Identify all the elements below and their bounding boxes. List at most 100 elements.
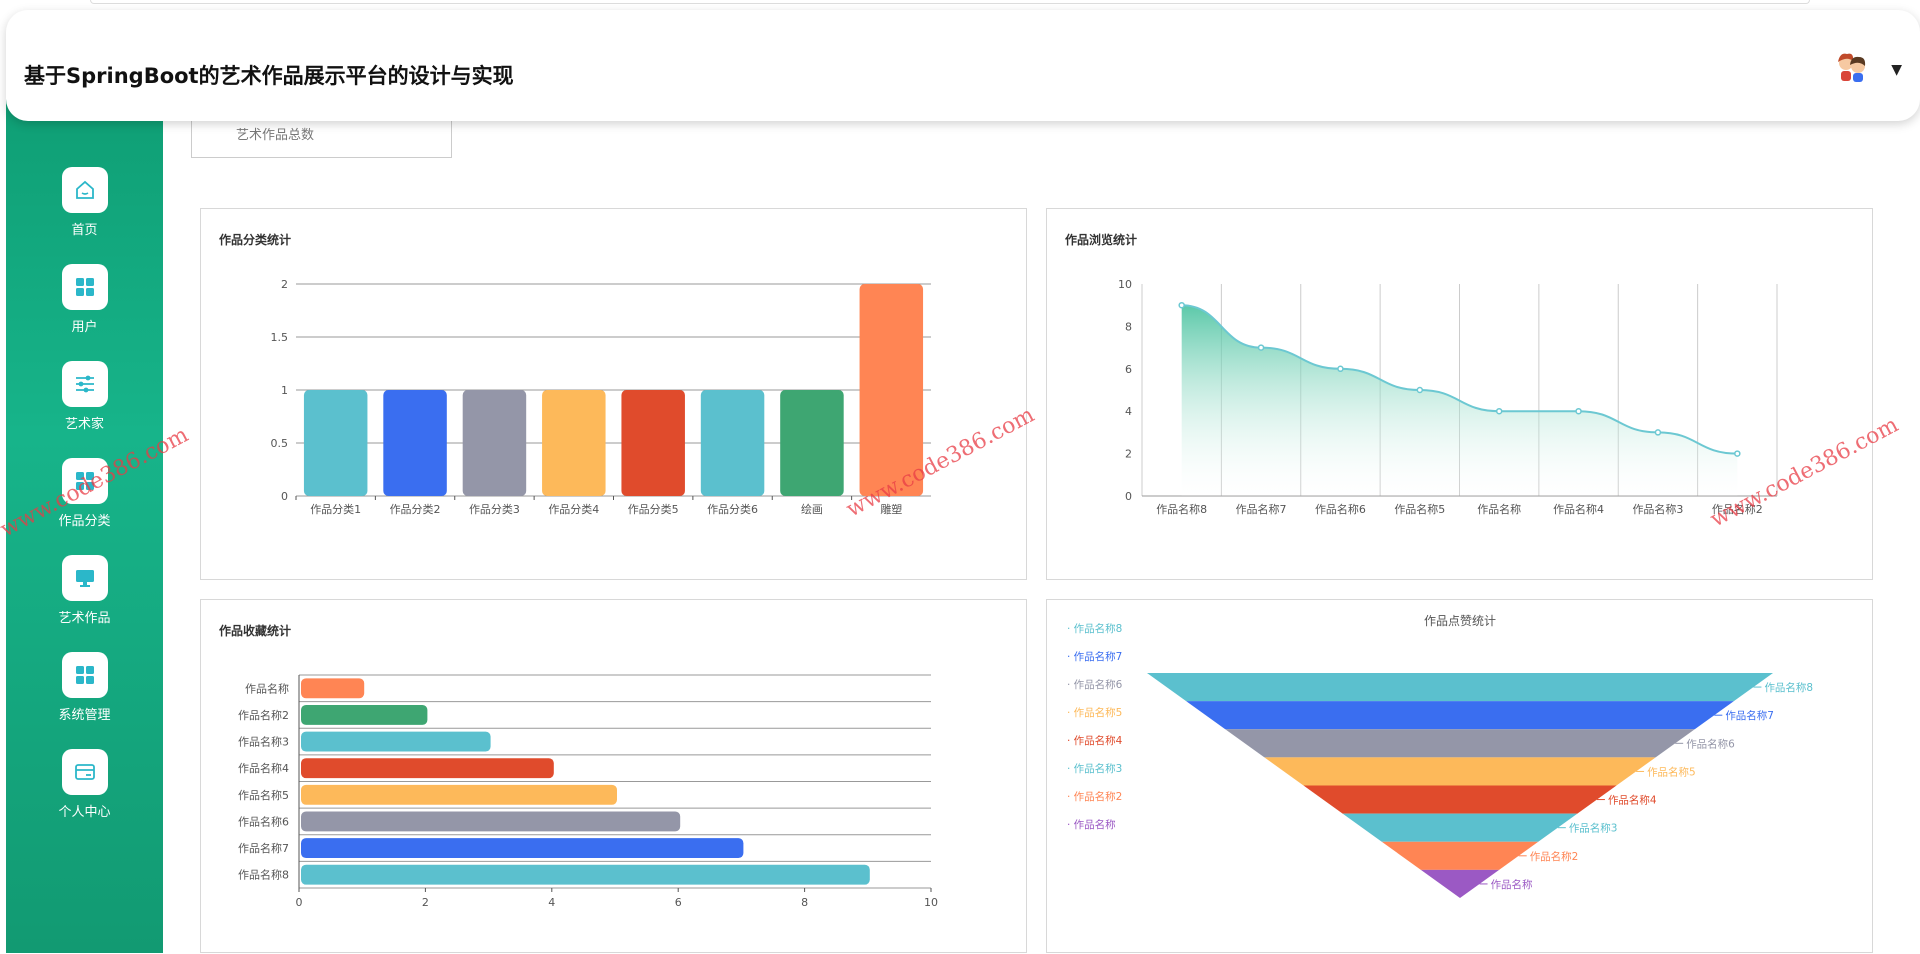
bar: [621, 390, 685, 496]
y-tick-label: 作品名称4: [238, 761, 289, 775]
y-tick-label: 10: [1118, 278, 1132, 291]
y-tick-label: 0.5: [271, 437, 289, 450]
x-tick-label: 作品分类6: [707, 502, 758, 516]
y-tick-label: 2: [281, 278, 288, 291]
monitor-icon: [61, 555, 108, 601]
y-tick-label: 0: [281, 490, 288, 503]
category-bar-chart: 0 0.5 1 1.5 2 作品分类1 作品分类2 作品分类3 作品分类4 作品分类5 作品分类6 绘…: [271, 278, 931, 516]
segment-label: 作品名称7: [1725, 709, 1774, 722]
chart-title: 作品收藏统计: [219, 624, 292, 638]
grid-icon: [61, 652, 108, 698]
sidebar-item-system[interactable]: 系统管理: [6, 652, 163, 723]
funnel-segment: [1420, 869, 1500, 898]
bar: [383, 390, 447, 496]
x-tick-label: 作品分类1: [310, 502, 361, 516]
x-tick-label: 绘画: [801, 502, 823, 516]
sidebar: 首页 用户 艺术家 作品分类 艺术作品 系统管理 个人中心: [6, 90, 163, 953]
x-tick-label: 雕塑: [880, 502, 902, 516]
sidebar-item-users[interactable]: 用户: [6, 264, 163, 335]
app-header: 基于SpringBoot的艺术作品展示平台的设计与实现 ▼: [6, 10, 1920, 121]
x-tick-label: 8: [801, 896, 808, 909]
funnel-segment: [1342, 813, 1578, 842]
grid-icon: [61, 264, 108, 310]
y-tick-label: 作品名称3: [238, 735, 289, 749]
y-tick-label: 作品名称7: [238, 841, 289, 855]
sliders-icon: [61, 361, 108, 407]
like-chart-panel: 作品点赞统计 · 作品名称8 · 作品名称7 · 作品名称6 · 作品名称5 · 作品名称…: [1046, 599, 1873, 953]
data-point: [1257, 344, 1265, 351]
caret-down-icon[interactable]: ▼: [1891, 62, 1902, 78]
bar: [700, 390, 765, 496]
artwork-count-label: 艺术作品总数: [236, 128, 315, 143]
x-tick-label: 作品名称4: [1553, 502, 1604, 516]
y-tick-label: 作品名称5: [238, 788, 289, 802]
x-tick-label: 作品分类4: [548, 502, 599, 516]
x-tick-label: 作品分类2: [390, 502, 441, 516]
sidebar-item-label: 系统管理: [58, 708, 111, 723]
bar: [462, 390, 527, 496]
legend-item: · 作品名称5: [1067, 706, 1122, 719]
x-tick-label: 作品名称2: [1712, 502, 1763, 516]
funnel-segment: [1147, 673, 1773, 702]
segment-label: 作品名称: [1491, 878, 1533, 891]
data-point: [1178, 301, 1185, 309]
x-tick-label: 作品名称8: [1156, 502, 1207, 516]
legend-item: · 作品名称8: [1067, 622, 1122, 635]
data-point: [1495, 407, 1503, 415]
data-point: [1734, 450, 1741, 457]
bar: [301, 864, 870, 885]
legend-item: · 作品名称2: [1067, 790, 1122, 803]
y-tick-label: 作品名称8: [238, 868, 289, 882]
bar: [301, 704, 428, 725]
x-tick-label: 作品分类3: [469, 502, 520, 516]
y-tick-label: 1: [281, 384, 288, 397]
bar: [301, 784, 617, 805]
sidebar-item-categories[interactable]: 作品分类: [6, 458, 163, 529]
y-tick-label: 6: [1125, 363, 1132, 376]
funnel-segment: [1186, 701, 1734, 730]
x-tick-label: 作品分类5: [628, 502, 679, 516]
sidebar-item-artists[interactable]: 艺术家: [6, 361, 163, 432]
chart-title: 作品分类统计: [219, 233, 292, 247]
y-tick-label: 0: [1125, 490, 1132, 503]
segment-label: 作品名称6: [1686, 737, 1735, 750]
app-title: 基于SpringBoot的艺术作品展示平台的设计与实现: [24, 64, 514, 88]
x-tick-label: 4: [548, 896, 555, 909]
bar: [542, 390, 606, 496]
x-tick-label: 2: [422, 896, 429, 909]
segment-label: 作品名称4: [1608, 794, 1657, 807]
bar: [859, 284, 924, 496]
x-tick-label: 6: [675, 896, 682, 909]
x-tick-label: 作品名称: [1477, 502, 1521, 516]
y-tick-label: 作品名称6: [238, 814, 289, 828]
home-icon: [61, 167, 108, 213]
sidebar-item-home[interactable]: 首页: [6, 167, 163, 238]
bar: [780, 390, 844, 496]
user-avatar[interactable]: [1832, 46, 1872, 86]
browser-tab-edge: [90, 0, 1810, 4]
collect-chart-panel: 作品收藏统计 作品名称 作品名称2 作品名称3 作品名称4 作品名称5 作品名称6 作品名称…: [200, 599, 1027, 953]
segment-label: 作品名称2: [1530, 850, 1579, 863]
y-tick-label: 4: [1125, 405, 1132, 418]
bar: [303, 390, 368, 496]
sidebar-item-profile[interactable]: 个人中心: [6, 749, 163, 820]
bar: [301, 811, 681, 832]
chart-title: 作品点赞统计: [1424, 614, 1496, 628]
y-tick-label: 作品名称: [245, 681, 289, 695]
funnel-segment: [1303, 785, 1617, 814]
sidebar-item-label: 用户: [71, 320, 98, 335]
sidebar-item-label: 艺术作品: [58, 611, 111, 626]
browse-area-chart: 0 2 4 6 8 10 作品名称8 作品名称7 作品名称6 作品名称5 作品名称 作品名称4 作品名称…: [1118, 278, 1778, 516]
segment-label: 作品名称5: [1647, 765, 1696, 778]
funnel-segment: [1381, 841, 1539, 870]
legend-item: · 作品名称6: [1067, 678, 1123, 691]
category-chart-panel: 作品分类统计 0 0.5 1 1.5 2 作品分类1 作品分类2 作品分类3 作品分类4 作品分类…: [200, 208, 1027, 580]
data-point: [1575, 407, 1582, 415]
data-point: [1337, 365, 1344, 373]
y-tick-label: 8: [1125, 320, 1132, 333]
sidebar-item-artworks[interactable]: 艺术作品: [6, 555, 163, 626]
x-tick-label: 作品名称5: [1394, 502, 1445, 516]
x-tick-label: 0: [296, 896, 303, 909]
data-point: [1416, 386, 1424, 394]
